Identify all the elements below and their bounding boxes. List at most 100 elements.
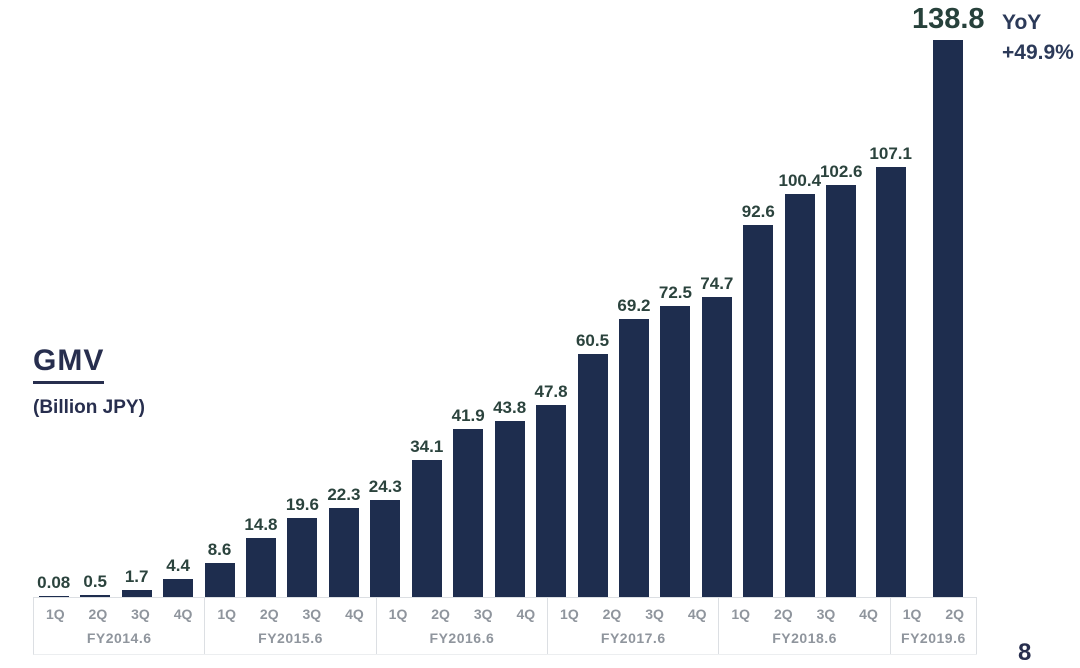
bar: [38, 596, 69, 597]
x-axis: 1Q 2Q 3Q 4Q FY2014.6 1Q 2Q 3Q 4Q FY2015.6 1Q 2Q 3Q 4Q…: [33, 597, 977, 655]
quarter-row: 1Q 2Q 3Q 4Q: [377, 598, 547, 622]
quarter-label: 3Q: [473, 606, 493, 622]
bar: [453, 428, 484, 597]
bar-value-label: 8.6: [207, 539, 232, 559]
quarter-row: 1Q 2Q 3Q 4Q: [548, 598, 718, 622]
quarter-row: 1Q 2Q 3Q 4Q: [205, 598, 375, 622]
bar-value-label: 19.6: [285, 495, 319, 515]
quarter-row: 1Q 2Q 3Q 4Q: [719, 598, 889, 622]
quarter-label: 3Q: [302, 606, 322, 622]
bar: [494, 421, 525, 597]
bar-value-label: 43.8: [493, 398, 527, 418]
bar-value-label: 14.8: [244, 514, 278, 534]
bar-column: 74.7: [696, 0, 737, 597]
fiscal-year-label: FY2017.6: [600, 630, 666, 646]
bar: [701, 297, 732, 597]
bar-value-label: 41.9: [451, 405, 485, 425]
bar: [743, 225, 774, 597]
quarter-label: 1Q: [217, 606, 236, 622]
bar-value-label: 102.6: [819, 162, 863, 182]
axis-group: 1Q 2Q 3Q 4Q FY2015.6: [205, 598, 377, 654]
bar-value-label: 72.5: [658, 283, 692, 303]
bar-group: 24.3 34.1 41.9 43.8: [365, 0, 531, 597]
bar-column: 69.2: [613, 0, 654, 597]
bar-column: 43.8: [489, 0, 530, 597]
quarter-row: 1Q 2Q 3Q 4Q: [34, 598, 204, 622]
chart-title-block: GMV (Billion JPY): [33, 344, 145, 419]
bar-value-label: 47.8: [534, 382, 568, 402]
quarter-label: 4Q: [859, 606, 878, 622]
bar-value-label: 74.7: [700, 274, 734, 294]
bar-value-label: 1.7: [124, 567, 149, 587]
yoy-label: YoY: [1002, 11, 1042, 34]
bar-column: 60.5: [572, 0, 613, 597]
chart-unit-label: (Billion JPY): [33, 397, 145, 418]
bar: [287, 518, 318, 597]
bar: [536, 405, 567, 597]
bar-column: 41.9: [447, 0, 488, 597]
bar-column: 14.8: [240, 0, 281, 597]
bar-group: 107.1 138.8: [862, 0, 985, 597]
page-number: 8: [1018, 639, 1032, 666]
bar-value-label: 107.1: [869, 144, 912, 164]
bar-group: 8.6 14.8 19.6 22.3: [199, 0, 365, 597]
bar: [875, 167, 906, 597]
bar: [121, 590, 152, 597]
fiscal-year-label: FY2018.6: [772, 630, 837, 646]
quarter-label: 3Q: [131, 606, 150, 622]
bar: [370, 499, 401, 597]
quarter-label: 2Q: [945, 606, 965, 622]
quarter-label: 1Q: [731, 606, 751, 622]
quarter-label: 4Q: [345, 606, 364, 622]
bar-column: 102.6: [819, 0, 863, 597]
quarter-label: 4Q: [516, 606, 536, 622]
bar-column: 4.4: [157, 0, 198, 597]
axis-group: 1Q 2Q FY2019.6: [891, 598, 977, 654]
bar-value-label: 0.5: [83, 572, 107, 591]
bar-column: 100.4: [778, 0, 822, 597]
bar-value-label: 138.8: [911, 3, 985, 35]
bar-value-label: 34.1: [410, 437, 444, 457]
bar-column: 22.3: [323, 0, 364, 597]
bar-column: 92.6: [738, 0, 779, 597]
bar-value-label: 0.08: [37, 573, 71, 592]
bar-group: 74.7 92.6 100.4 102.6: [696, 0, 862, 597]
quarter-row: 1Q 2Q: [891, 598, 976, 622]
bar: [163, 579, 194, 597]
bar-group: 47.8 60.5 69.2 72.5: [530, 0, 696, 597]
fiscal-year-label: FY2016.6: [429, 630, 495, 646]
quarter-label: 3Q: [645, 606, 664, 622]
bar: [784, 194, 815, 597]
bar: [328, 507, 359, 597]
bar-column: 8.6: [199, 0, 240, 597]
quarter-label: 4Q: [173, 606, 193, 622]
yoy-annotation: YoY +49.9%: [1002, 8, 1074, 69]
bar: [826, 185, 857, 597]
bar-value-label: 69.2: [617, 296, 651, 316]
bar-column: 34.1: [406, 0, 447, 597]
bar: [660, 306, 691, 597]
bar-value-label: 22.3: [327, 484, 361, 504]
quarter-label: 2Q: [602, 606, 622, 622]
bar-group: 0.08 0.5 1.7 4.4: [33, 0, 199, 597]
fiscal-year-label: FY2014.6: [86, 630, 152, 646]
quarter-label: 2Q: [773, 606, 793, 622]
bar: [245, 537, 276, 597]
quarter-label: 2Q: [259, 606, 279, 622]
bar-column: 19.6: [282, 0, 323, 597]
quarter-label: 1Q: [902, 606, 922, 622]
bar-value-label: 100.4: [778, 171, 822, 191]
axis-group: 1Q 2Q 3Q 4Q FY2016.6: [377, 598, 549, 654]
bar: [204, 562, 235, 597]
bar-value-label: 24.3: [368, 476, 402, 496]
bar-column: 72.5: [655, 0, 696, 597]
bar: [933, 40, 964, 597]
quarter-label: 4Q: [687, 606, 707, 622]
axis-group: 1Q 2Q 3Q 4Q FY2017.6: [548, 598, 720, 654]
bar-value-label: 4.4: [166, 556, 190, 576]
yoy-value: +49.9%: [1002, 41, 1074, 65]
bar-value-label: 92.6: [741, 202, 775, 222]
quarter-label: 2Q: [88, 606, 108, 622]
bar: [80, 595, 111, 597]
